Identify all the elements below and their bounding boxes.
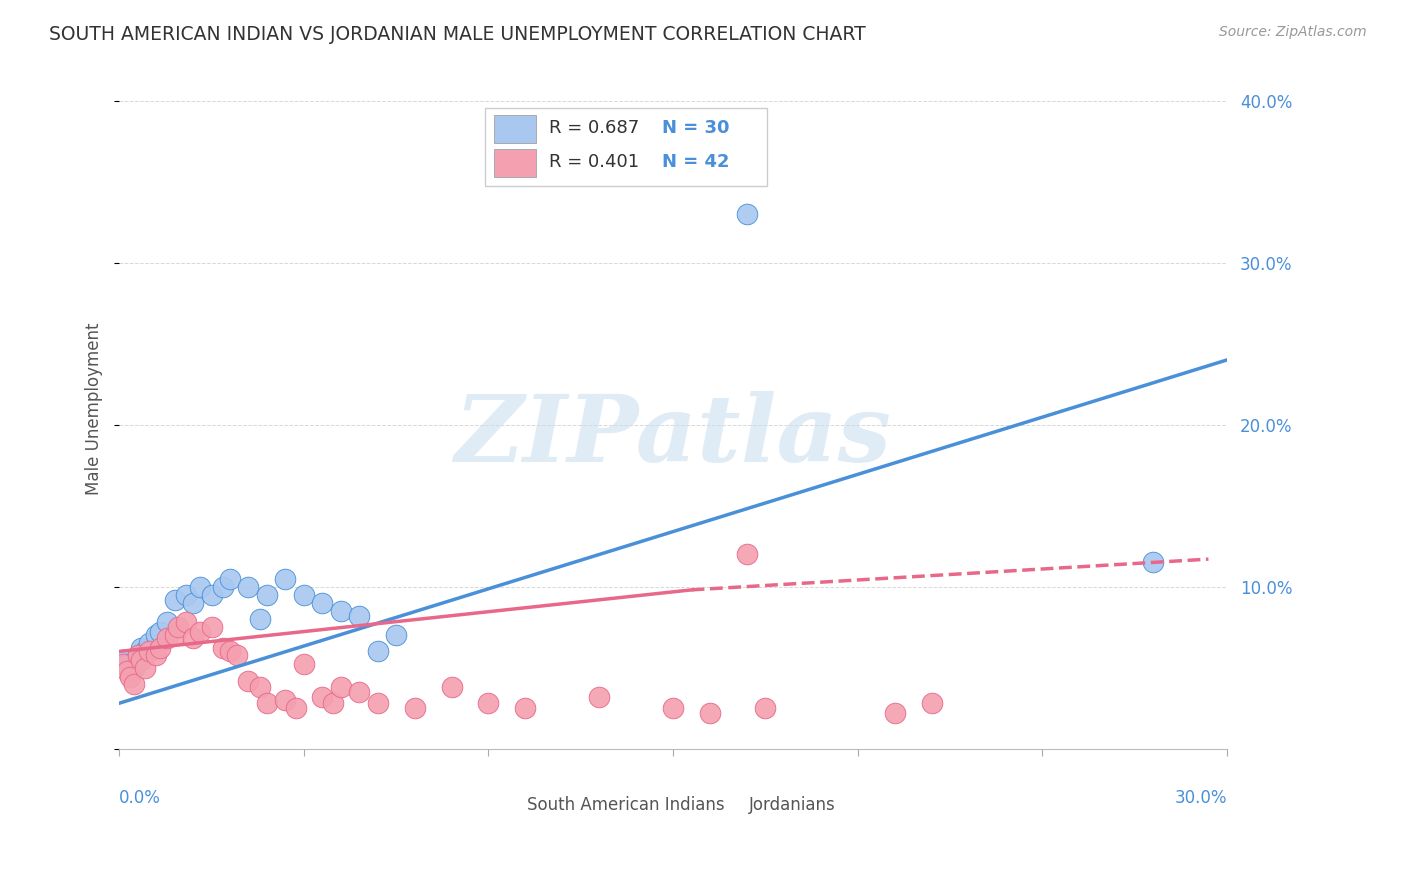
FancyBboxPatch shape [494,115,536,144]
Point [285,701,308,715]
Text: 0.0%: 0.0% [120,789,162,807]
FancyBboxPatch shape [485,796,516,814]
Point [292,657,315,672]
Point [131,652,153,666]
Text: N = 30: N = 30 [662,120,730,137]
FancyBboxPatch shape [706,796,737,814]
Point [138,644,160,658]
Point [588,690,610,704]
Point [329,604,352,618]
Point [735,547,758,561]
Point [149,641,172,656]
Point [211,641,233,656]
Point [127,648,149,662]
Point [156,632,179,646]
Point [131,641,153,656]
Point [292,588,315,602]
Point [754,701,776,715]
Point [115,657,138,672]
Point [111,657,134,672]
Point [256,588,278,602]
Point [219,644,242,658]
Point [145,648,167,662]
Point [329,680,352,694]
Point [349,685,371,699]
Point [122,677,145,691]
Text: Jordanians: Jordanians [748,796,835,814]
Point [385,628,408,642]
Point [134,660,156,674]
Point [115,664,138,678]
Point [181,596,204,610]
Point [190,624,212,639]
Point [190,580,212,594]
Point [174,615,197,630]
Point [122,660,145,674]
Point [111,652,134,666]
Point [120,664,142,678]
Text: Source: ZipAtlas.com: Source: ZipAtlas.com [1219,25,1367,39]
Point [163,592,186,607]
Point [219,572,242,586]
Point [367,696,389,710]
Point [127,648,149,662]
Point [311,596,333,610]
Point [349,608,371,623]
Point [163,628,186,642]
Point [238,580,260,594]
Point [367,644,389,658]
Text: R = 0.687: R = 0.687 [548,120,640,137]
Point [249,680,271,694]
Point [181,632,204,646]
Point [735,207,758,221]
Point [515,701,537,715]
Point [1142,555,1164,569]
Point [156,615,179,630]
Point [238,673,260,688]
FancyBboxPatch shape [494,149,536,178]
Point [200,588,222,602]
Point [249,612,271,626]
Point [200,620,222,634]
Text: ZIPatlas: ZIPatlas [454,391,891,481]
Text: R = 0.401: R = 0.401 [548,153,640,171]
Y-axis label: Male Unemployment: Male Unemployment [86,322,103,495]
Point [477,696,499,710]
Point [145,628,167,642]
Text: 30.0%: 30.0% [1174,789,1227,807]
Point [404,701,426,715]
Point [138,636,160,650]
Point [149,624,172,639]
Point [174,588,197,602]
Point [440,680,463,694]
Point [226,648,249,662]
Text: South American Indians: South American Indians [527,796,724,814]
Point [883,706,905,720]
Point [921,696,943,710]
Point [662,701,685,715]
FancyBboxPatch shape [485,108,768,186]
Point [274,693,297,707]
Point [167,620,190,634]
Point [322,696,344,710]
Point [134,644,156,658]
Point [211,580,233,594]
Point [256,696,278,710]
Text: N = 42: N = 42 [662,153,730,171]
Text: SOUTH AMERICAN INDIAN VS JORDANIAN MALE UNEMPLOYMENT CORRELATION CHART: SOUTH AMERICAN INDIAN VS JORDANIAN MALE … [49,25,866,44]
Point [311,690,333,704]
Point [120,670,142,684]
Point [699,706,721,720]
Point [274,572,297,586]
